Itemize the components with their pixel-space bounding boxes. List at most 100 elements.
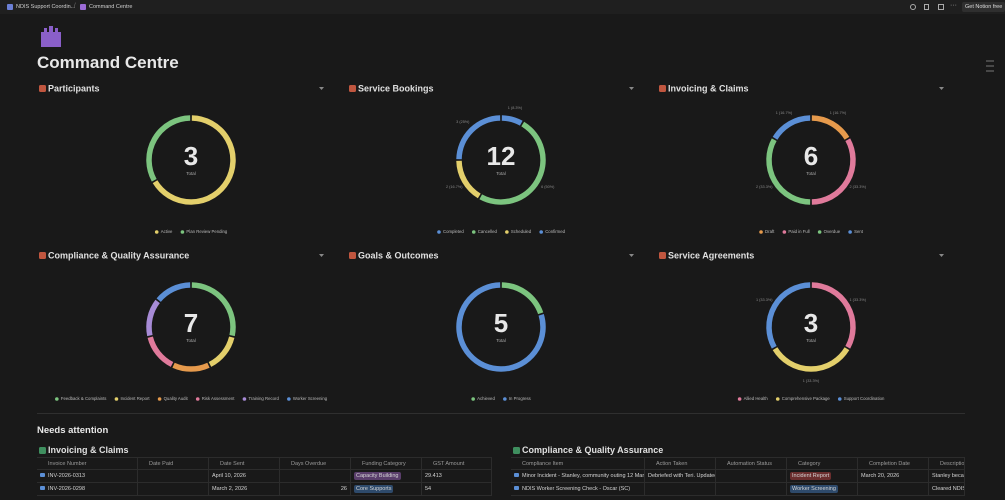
table-cell [645, 483, 716, 496]
chart-card: Service Bookings 1 (8.3%) 6 (50%) 2 (16.7%)… [349, 83, 634, 234]
legend-label: Plan Review Pending [186, 229, 227, 234]
column-header: Action Taken [645, 457, 716, 470]
breadcrumb[interactable]: Command Centre [89, 4, 133, 10]
total-label: Total [496, 338, 506, 343]
table-cell [858, 483, 929, 496]
chart-icon [39, 85, 46, 92]
cell-text: March 2, 2026 [212, 486, 248, 492]
cell-text: Debriefed with Teri. Updated cc [648, 473, 716, 479]
donut-segment [772, 115, 811, 140]
total-value: 12 [487, 141, 516, 171]
table-of-contents[interactable] [985, 60, 995, 74]
cell-text: 29.413 [425, 473, 442, 479]
table-cell: Capacity Building [351, 470, 422, 483]
duplicate-button[interactable] [938, 4, 944, 10]
value-label: 1 (16.7%) [830, 111, 847, 115]
chart-icon [39, 252, 46, 259]
search-button[interactable] [910, 4, 916, 10]
table-cell [280, 470, 351, 483]
table-cell: March 2, 2026 [209, 483, 280, 496]
legend-swatch [737, 397, 742, 401]
chart-icon [349, 252, 356, 259]
legend-swatch [180, 230, 185, 234]
legend-swatch [437, 230, 441, 234]
donut-segment [156, 282, 191, 303]
donut-segment [146, 299, 160, 337]
cell-text: Stanley becam [932, 473, 965, 479]
table-cell: April 10, 2026 [209, 470, 280, 483]
table-cell: Minor Incident - Stanley, community outi… [511, 470, 645, 483]
share-button[interactable] [924, 4, 929, 10]
breadcrumb[interactable]: NDIS Support Coordin... [16, 4, 76, 10]
total-value: 3 [804, 308, 818, 338]
legend-swatch [287, 397, 291, 401]
legend: Feedback & Complaints Incident Report Qual… [55, 396, 328, 401]
column-header: Date Paid [138, 457, 209, 470]
more-button[interactable]: ··· [950, 2, 957, 9]
column-header: GST Amount [422, 457, 492, 470]
table-cell: Incident Report [787, 470, 858, 483]
chart-icon [349, 85, 356, 92]
page-icon [41, 26, 61, 47]
donut-segment [147, 336, 174, 367]
column-header: Category [787, 457, 858, 470]
top-bar [0, 0, 1005, 14]
collapse-toggle [629, 87, 634, 90]
total-label: Total [806, 171, 816, 176]
legend-swatch [505, 230, 509, 234]
value-label: 2 (33.3%) [850, 185, 867, 189]
legend-label: Confirmed [545, 229, 565, 234]
chart-icon [659, 252, 666, 259]
column-header: Days Overdue [280, 457, 351, 470]
total-value: 5 [494, 308, 508, 338]
tag: Worker Screening [790, 485, 838, 493]
table-cell: Worker Screening [787, 483, 858, 496]
collapse-toggle [319, 254, 324, 257]
get-notion-button[interactable]: Get Notion free [962, 2, 1005, 12]
column-header: Compliance Item [511, 457, 645, 470]
row-icon [40, 486, 45, 490]
donut-segment [172, 362, 210, 372]
legend-swatch [195, 397, 200, 401]
total-value: 3 [184, 141, 198, 171]
total-label: Total [186, 171, 196, 176]
tag: Core Supports [354, 485, 394, 493]
table-cell: INV-2026-0298 [37, 483, 138, 496]
legend-label: Quality Audit [164, 396, 189, 401]
value-label: 1 (33.3%) [850, 298, 867, 302]
legend: Draft Paid in Full Overdue Sent [759, 229, 864, 234]
value-label: 3 (25%) [456, 120, 470, 124]
donut-segment [501, 282, 544, 315]
table-cell: INV-2026-0313 [37, 470, 138, 483]
tag: Incident Report [790, 472, 832, 480]
legend-label: Comprehensive Package [782, 396, 831, 401]
cell-text: Cleared NDIS W [932, 486, 965, 492]
table-cell [716, 483, 787, 496]
donut-segment [811, 115, 850, 140]
table-cell: 26 [280, 483, 351, 496]
legend: Completed Cancelled Scheduled Confirmed [437, 229, 566, 234]
table-cell: NDIS Worker Screening Check - Oscar (SC) [511, 483, 645, 496]
collapse-toggle [319, 87, 324, 90]
column-header: Completion Date [858, 457, 929, 470]
legend-label: Allied Health [744, 396, 769, 401]
column-header: Date Sent [209, 457, 280, 470]
legend-label: Training Record [248, 396, 279, 401]
column-header: Invoice Number [37, 457, 138, 470]
legend-label: Cancelled [478, 229, 498, 234]
table-cell: March 20, 2026 [858, 470, 929, 483]
table-cell: Core Supports [351, 483, 422, 496]
tab-icon [7, 4, 13, 10]
donut-segment [456, 160, 481, 199]
value-label: 2 (33.3%) [756, 185, 773, 189]
donut-segment [766, 282, 811, 349]
donut-segment [772, 347, 850, 372]
divider [37, 413, 965, 414]
total-label: Total [806, 338, 816, 343]
donut-segment [191, 282, 236, 337]
donut-segment [811, 138, 856, 205]
donut-segment [456, 115, 501, 160]
